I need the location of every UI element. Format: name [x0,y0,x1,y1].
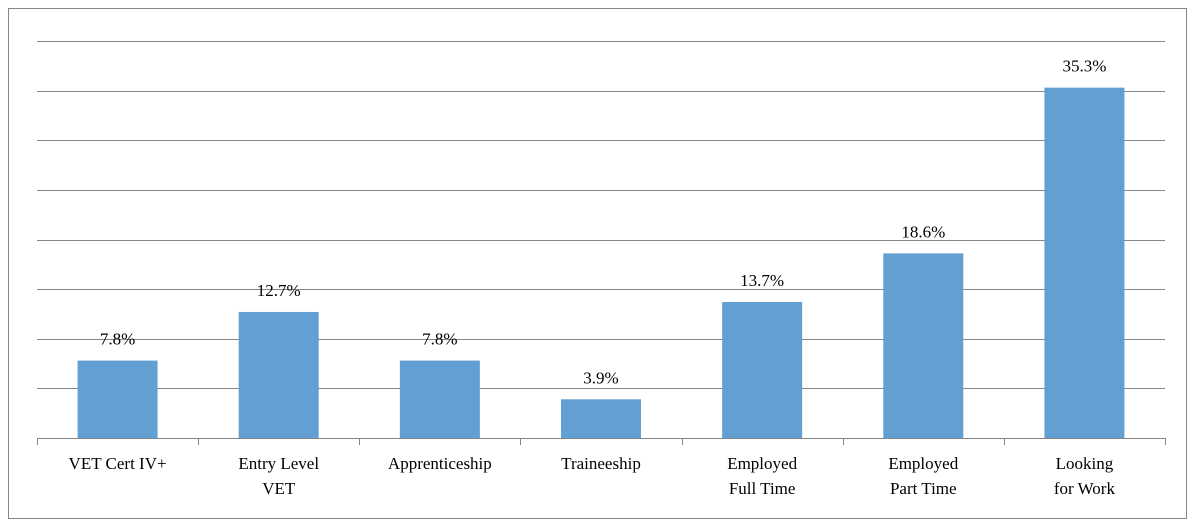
x-tick-label: Employed Part Time [888,454,958,498]
bar [77,360,158,438]
value-label: 13.7% [740,271,784,290]
x-tick-label: Employed Full Time [727,454,797,498]
bar [883,253,964,438]
x-tick-label: Entry Level VET [238,454,319,498]
x-tick-line: VET [262,479,296,498]
value-label: 18.6% [901,222,945,241]
x-tick-line: Looking [1056,454,1114,473]
value-label: 35.3% [1062,57,1106,76]
bar [238,311,319,438]
bar [399,360,480,438]
bar [722,302,803,438]
x-tick-line: Traineeship [561,454,641,473]
x-tick-label: VET Cert IV+ [69,454,167,473]
x-tick-line: Entry Level [238,454,319,473]
x-tick-label: Looking for Work [1054,454,1116,498]
chart-border [8,8,1187,519]
x-tick-label: Traineeship [561,454,641,473]
x-tick-line: Apprenticeship [388,454,492,473]
value-label: 7.8% [422,330,457,349]
bar [561,399,641,438]
x-tick-line: for Work [1054,479,1116,498]
x-tick-line: VET Cert IV+ [69,454,167,473]
x-tick-line: Part Time [890,479,957,498]
x-tick-line: Employed [888,454,958,473]
x-tick-line: Full Time [729,479,796,498]
value-label: 12.7% [257,281,301,300]
bar [1044,87,1125,439]
value-label: 7.8% [100,330,135,349]
x-tick-label: Apprenticeship [388,454,492,473]
value-label: 3.9% [583,368,618,387]
x-tick-line: Employed [727,454,797,473]
